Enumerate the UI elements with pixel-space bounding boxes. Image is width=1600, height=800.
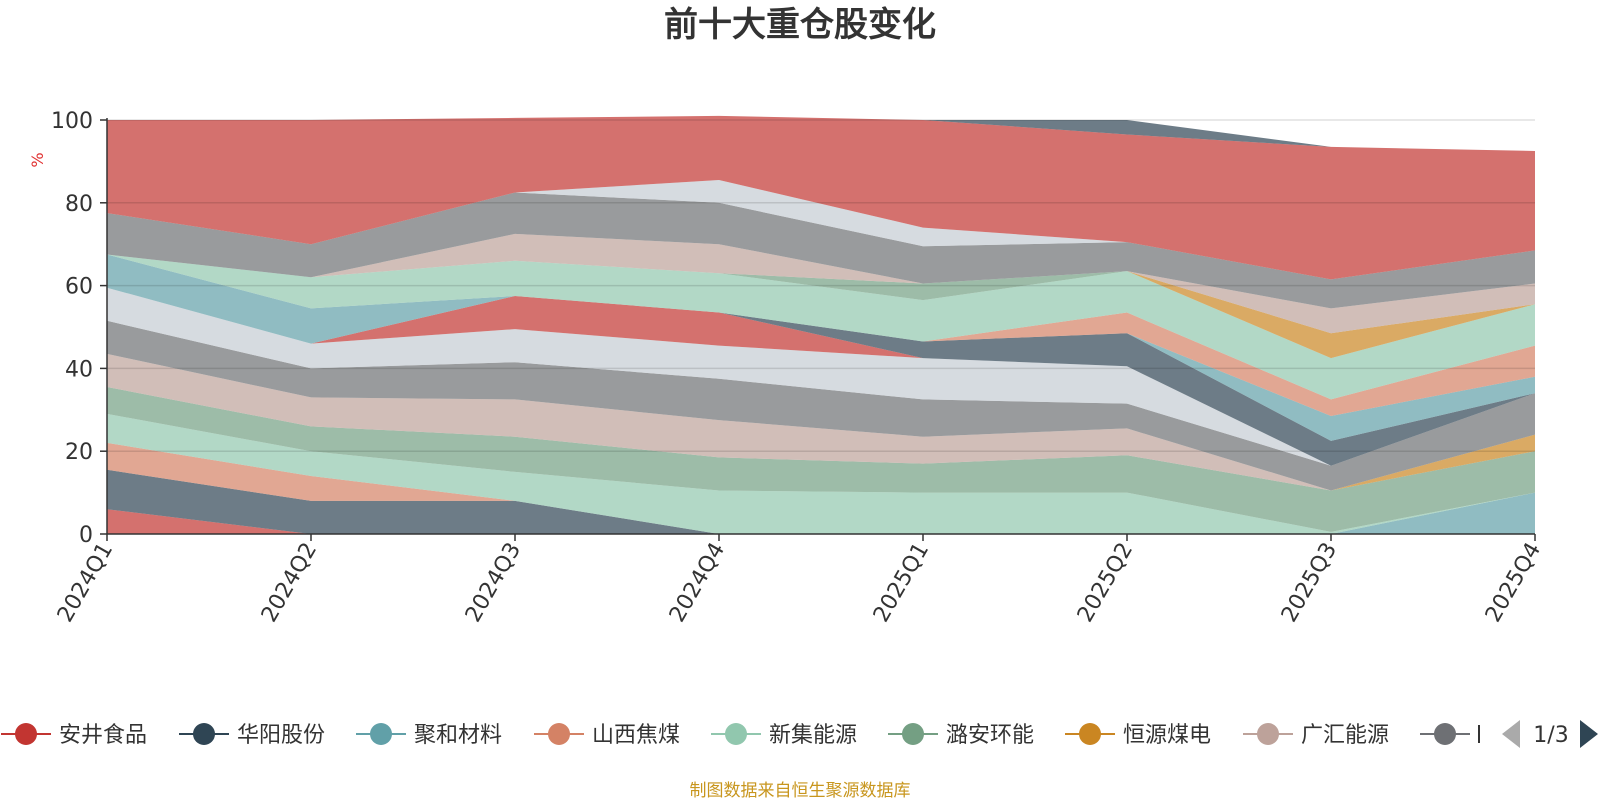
y-tick-label: 60	[65, 275, 93, 300]
legend-item-clipped[interactable]	[1420, 723, 1480, 745]
y-tick-label: 20	[65, 440, 93, 465]
x-tick-label: 2024Q2	[257, 539, 322, 627]
legend-circle-icon	[15, 723, 37, 745]
y-tick-label: 0	[79, 523, 93, 548]
x-tick-label: 2024Q1	[53, 539, 118, 627]
legend-item-e68192e6ba90e785a4e794b5[interactable]: 恒源煤电	[1065, 723, 1211, 748]
legend-item-label: 华阳股份	[237, 723, 325, 748]
y-tick-label: 100	[51, 109, 93, 134]
legend-circle-icon	[548, 723, 570, 745]
y-tick-label: 80	[65, 192, 93, 217]
legend-circle-icon	[1079, 723, 1101, 745]
area-e99995e8a5bfe785a4e4b89a	[107, 287, 1535, 466]
x-tick-label: 2024Q3	[461, 539, 526, 627]
legend-item-e5b9bfe6b187e883bde6ba90[interactable]: 广汇能源	[1243, 723, 1389, 748]
legend-item-label: 聚和材料	[414, 723, 502, 748]
chart-title: 前十大重仓股变化	[664, 5, 936, 45]
area-series-group	[107, 115, 1535, 534]
area-e58d8ee998b3e882a1e4bbbd	[107, 469, 1535, 534]
y-axis-unit-label: %	[28, 152, 47, 167]
legend-item-e5ae89e4ba95e9a39fe59381[interactable]: 安井食品	[1, 723, 147, 748]
area-e6b7aee58c97e79fbfe4b89a	[107, 254, 1535, 416]
area-e6988ae58d8ee883bde6ba90	[107, 233, 1535, 334]
area-e4b8ade785a4e883bde6ba90	[107, 287, 1535, 466]
y-tick-label: 40	[65, 357, 93, 382]
x-tick-label: 2025Q1	[869, 539, 934, 627]
legend-clipped-text-fragment	[1478, 725, 1480, 743]
legend-item-label: 广汇能源	[1301, 723, 1389, 748]
area-e8819ae5928ce69d90e69699	[107, 469, 1535, 534]
legend-circle-icon	[370, 723, 392, 745]
area-e5b9bfe6b187e883bde6ba90	[107, 353, 1535, 491]
legend-prev-page-icon[interactable]	[1502, 720, 1520, 748]
area-e6bd9ee5ae89e78eafe883bd	[107, 387, 1535, 532]
area-e79b98e6b19fe882a1e4bbbd	[107, 192, 1535, 309]
area-e5b1b1e8a5bfe784a6e785a4	[107, 442, 1535, 534]
legend[interactable]: 安井食品 华阳股份 聚和材料 山西焦煤 新集能源 潞安环能 恒源煤电 广汇能源 1/3	[1, 720, 1598, 748]
legend-item-label: 新集能源	[769, 723, 857, 748]
x-tick-label: 2025Q4	[1481, 539, 1546, 627]
x-tick-label: 2024Q4	[665, 539, 730, 627]
legend-circle-icon	[193, 723, 215, 745]
legend-item-label: 潞安环能	[946, 723, 1034, 748]
legend-item-e58d8ee998b3e882a1e4bbbd[interactable]: 华阳股份	[179, 723, 325, 748]
legend-item-label: 安井食品	[59, 723, 147, 748]
legend-circle-icon	[902, 723, 924, 745]
legend-next-page-icon[interactable]	[1580, 720, 1598, 748]
area-e5ae89e4ba95e9a39fe59381	[107, 509, 1535, 534]
legend-item-e8819ae5928ce69d90e69699[interactable]: 聚和材料	[356, 723, 502, 748]
area-e58596e79fbfe883bde6ba90	[107, 320, 1535, 491]
area-e5b9b3e785a4e882a1e4bbbd	[107, 254, 1535, 400]
x-tick-label: 2025Q2	[1073, 539, 1138, 627]
legend-item-label: 恒源煤电	[1123, 723, 1211, 748]
area-e4b8ade59bbde6b5b7e6b2b9	[107, 115, 1535, 280]
x-tick-label: 2025Q3	[1277, 539, 1342, 627]
legend-item-e696b0e99b86e883bde6ba90[interactable]: 新集能源	[711, 723, 857, 748]
legend-circle-icon	[1257, 723, 1279, 745]
area-e5b1b1e785a4e59bbde99985	[107, 254, 1535, 441]
legend-circle-icon	[1434, 723, 1456, 745]
legend-item-e6bd9ee5ae89e78eafe883bd[interactable]: 潞安环能	[888, 723, 1034, 748]
legend-circle-icon	[725, 723, 747, 745]
gridlines	[107, 119, 1535, 452]
data-source-note: 制图数据来自恒生聚源数据库	[690, 781, 911, 800]
area-e696b0e99b86e883bde6ba90	[107, 413, 1535, 534]
legend-item-label: 山西焦煤	[592, 723, 680, 748]
legend-item-e5b1b1e8a5bfe784a6e785a4[interactable]: 山西焦煤	[534, 723, 680, 748]
legend-page-indicator: 1/3	[1533, 723, 1568, 748]
